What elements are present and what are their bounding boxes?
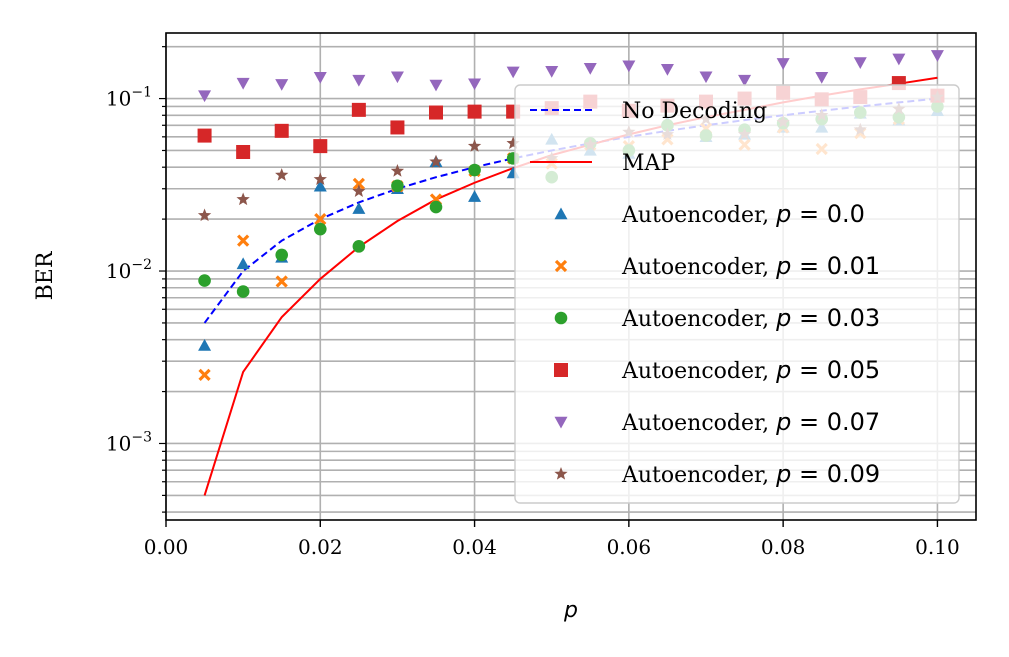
data-point-autoencoder-p-0-07 <box>930 50 944 62</box>
x-axis-label: p <box>563 598 578 623</box>
x-tick-label: 0.04 <box>452 535 497 559</box>
data-point-autoencoder-p-0-03 <box>429 200 443 214</box>
data-point-autoencoder-p-0-07 <box>776 58 790 70</box>
data-point-autoencoder-p-0-09 <box>352 184 366 197</box>
legend-label-no-decoding: No Decoding <box>622 99 767 124</box>
data-point-autoencoder-p-0-07 <box>390 71 404 84</box>
legend-box <box>514 84 960 504</box>
legend-label-autoencoder-p-0-05: Autoencoder, p = 0.05 <box>621 356 880 384</box>
y-tick-label: 10−3 <box>106 429 152 455</box>
data-point-autoencoder-p-0-09 <box>390 164 405 177</box>
data-point-autoencoder-p-0-05 <box>429 105 443 120</box>
data-point-autoencoder-p-0-07 <box>236 77 250 90</box>
legend-label-autoencoder-p-0-09: Autoencoder, p = 0.09 <box>621 460 880 488</box>
legend-swatch-autoencoder-p-0-0 <box>554 207 568 220</box>
data-point-autoencoder-p-0-09 <box>467 139 482 152</box>
data-point-autoencoder-p-0-07 <box>699 71 713 84</box>
data-point-autoencoder-p-0-07 <box>853 57 867 69</box>
data-point-autoencoder-p-0-05 <box>351 102 366 117</box>
data-point-autoencoder-p-0-01 <box>198 368 211 381</box>
x-tick-label: 0.02 <box>298 535 343 559</box>
data-point-autoencoder-p-0-03 <box>313 222 327 236</box>
data-point-autoencoder-p-0-07 <box>545 66 559 78</box>
data-point-autoencoder-p-0-07 <box>468 78 482 91</box>
legend-swatch-autoencoder-p-0-01 <box>554 259 568 273</box>
x-tick-label: 0.10 <box>915 535 960 559</box>
data-point-autoencoder-p-0-05 <box>236 144 251 159</box>
y-tick-label: 10−1 <box>106 85 152 111</box>
data-point-autoencoder-p-0-07 <box>583 63 597 75</box>
legend-label-autoencoder-p-0-07: Autoencoder, p = 0.07 <box>621 408 880 436</box>
legend-label-autoencoder-p-0-0: Autoencoder, p = 0.0 <box>621 200 865 228</box>
data-point-autoencoder-p-0-0 <box>313 179 327 192</box>
y-axis-label: BER <box>33 250 58 300</box>
data-point-autoencoder-p-0-0 <box>236 257 250 270</box>
x-tick-label: 0.00 <box>144 535 189 559</box>
x-tick-label: 0.08 <box>761 535 806 559</box>
data-point-autoencoder-p-0-0 <box>352 202 366 214</box>
data-point-autoencoder-p-0-09 <box>236 192 250 206</box>
data-point-autoencoder-p-0-05 <box>197 128 212 143</box>
data-point-autoencoder-p-0-09 <box>197 208 212 222</box>
data-point-autoencoder-p-0-0 <box>198 338 212 351</box>
data-point-autoencoder-p-0-01 <box>314 212 327 226</box>
y-tick-label: 10−2 <box>106 257 152 283</box>
x-tick-label: 0.06 <box>607 535 652 559</box>
data-point-autoencoder-p-0-03 <box>352 240 366 253</box>
legend-label-autoencoder-p-0-01: Autoencoder, p = 0.01 <box>621 252 880 280</box>
data-point-autoencoder-p-0-07 <box>506 66 520 79</box>
data-point-autoencoder-p-0-01 <box>352 177 365 191</box>
data-point-autoencoder-p-0-07 <box>660 64 674 76</box>
data-point-autoencoder-p-0-09 <box>506 136 520 150</box>
legend-label-autoencoder-p-0-03: Autoencoder, p = 0.03 <box>621 304 880 332</box>
data-point-autoencoder-p-0-0 <box>468 190 482 202</box>
legend-swatch-autoencoder-p-0-05 <box>554 363 568 377</box>
legend-label-map: MAP <box>622 151 675 176</box>
data-point-autoencoder-p-0-07 <box>622 60 636 73</box>
legend: No Decoding MAP Autoencoder, p = 0.0 Autoen… <box>514 84 960 504</box>
data-point-autoencoder-p-0-07 <box>275 79 289 91</box>
data-point-autoencoder-p-0-07 <box>892 53 906 66</box>
data-point-autoencoder-p-0-09 <box>429 154 443 168</box>
data-point-autoencoder-p-0-01 <box>275 275 288 288</box>
data-point-autoencoder-p-0-03 <box>275 248 289 262</box>
data-point-autoencoder-p-0-03 <box>236 285 250 298</box>
data-point-autoencoder-p-0-05 <box>274 123 289 138</box>
data-point-autoencoder-p-0-07 <box>815 72 829 84</box>
data-point-autoencoder-p-0-07 <box>429 79 443 92</box>
data-point-autoencoder-p-0-07 <box>198 90 212 103</box>
data-point-autoencoder-p-0-09 <box>313 172 327 186</box>
legend-swatch-autoencoder-p-0-03 <box>554 311 568 325</box>
legend-swatch-autoencoder-p-0-09 <box>554 467 568 480</box>
data-point-autoencoder-p-0-03 <box>198 274 211 287</box>
data-point-autoencoder-p-0-07 <box>352 74 366 87</box>
legend-swatch-autoencoder-p-0-07 <box>554 416 568 429</box>
plot-frame <box>165 32 977 521</box>
data-point-autoencoder-p-0-07 <box>738 74 752 87</box>
data-point-autoencoder-p-0-03 <box>391 179 404 193</box>
data-point-autoencoder-p-0-05 <box>313 139 328 154</box>
data-point-autoencoder-p-0-03 <box>468 163 481 177</box>
data-point-autoencoder-p-0-05 <box>390 120 405 135</box>
data-point-autoencoder-p-0-09 <box>275 168 289 181</box>
data-point-autoencoder-p-0-05 <box>467 104 482 119</box>
data-point-autoencoder-p-0-01 <box>237 234 250 247</box>
data-point-autoencoder-p-0-07 <box>313 72 327 84</box>
